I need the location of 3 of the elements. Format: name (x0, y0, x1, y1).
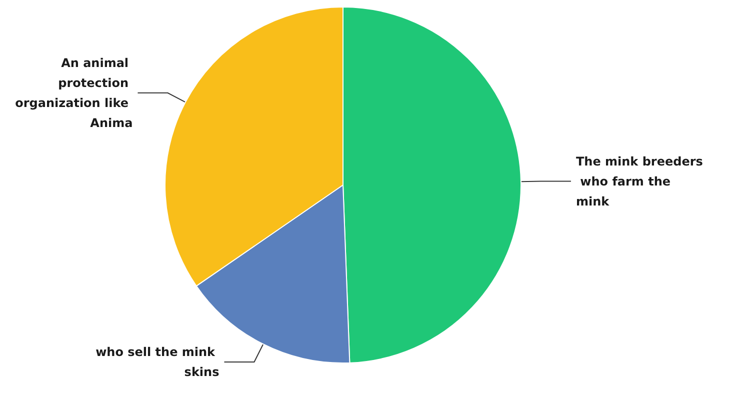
slice-label: who sell the mink skins (96, 344, 220, 379)
slice-label: An animal protection organization like Anima (15, 56, 133, 130)
slice-label: The mink breeders who farm the mink (576, 154, 703, 208)
